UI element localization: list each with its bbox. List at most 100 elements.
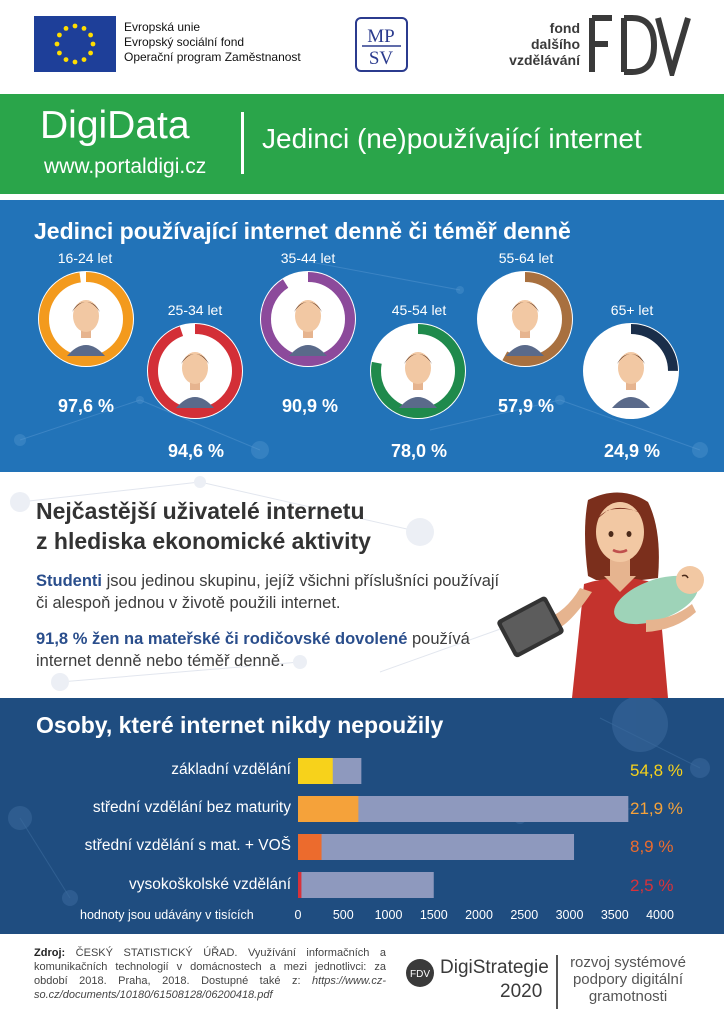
age-label: 25-34 let — [167, 302, 223, 318]
never-used-section: Osoby, které internet nikdy nepoužily zá… — [0, 698, 724, 934]
category-label: základní vzdělání — [171, 761, 291, 778]
x-tick-label: 500 — [332, 908, 354, 922]
percent-label: 24,9 % — [603, 441, 661, 461]
young-woman-cap-icon — [67, 300, 105, 356]
source-link[interactable]: https://www.cz-so.cz/documents/10180/615… — [34, 975, 386, 1001]
bar-total — [298, 872, 434, 898]
x-tick-label: 1000 — [374, 908, 403, 922]
never-heading: Osoby, které internet nikdy nepoužily — [36, 712, 444, 738]
eu-star — [57, 32, 62, 38]
percent-arc — [261, 272, 355, 366]
mothers-paragraph: 91,8 % žen na mateřské či rodičovské dov… — [36, 628, 506, 672]
woman-dark-hair-icon — [289, 300, 327, 356]
digistrategie-year: 2020 — [500, 981, 543, 1002]
fdv-word: fond — [549, 20, 580, 36]
bar-never-used — [298, 758, 333, 784]
mother-with-baby-and-tablet-icon — [497, 492, 704, 698]
logo-header: Evropská unie Evropský sociální fond Ope… — [0, 0, 724, 88]
source-label: Zdroj: — [34, 947, 66, 959]
source-text: ČESKÝ STATISTICKÝ ÚŘAD. Využívání inform… — [34, 947, 386, 987]
x-tick-label: 2500 — [510, 908, 539, 922]
age-label: 45-54 let — [391, 302, 447, 318]
eu-star — [54, 41, 60, 47]
heading-line: Nejčastější uživatelé internetu — [36, 498, 365, 524]
eu-star — [63, 57, 69, 62]
digistrategie-tagline: rozvoj systémové podpory digitální gramo… — [570, 954, 686, 1005]
x-tick-label: 4000 — [646, 908, 674, 922]
bar-never-used — [298, 834, 322, 860]
x-tick-label: 3500 — [600, 908, 629, 922]
ring-45-54 — [370, 323, 466, 419]
percent-label: 97,6 % — [57, 396, 115, 416]
x-tick-label: 1500 — [419, 908, 448, 922]
category-label: střední vzdělání bez maturity — [92, 799, 291, 816]
source-citation: Zdroj: ČESKÝ STATISTICKÝ ÚŘAD. Využívání… — [34, 946, 386, 1002]
x-tick-label: 2000 — [465, 908, 493, 922]
ring-16-24 — [38, 271, 134, 367]
percent-arc — [584, 324, 678, 418]
senior-man-glasses-icon — [612, 352, 650, 408]
category-label: střední vzdělání s mat. + VOŠ — [84, 837, 291, 854]
fdv-small-logo-icon: FDV — [405, 958, 435, 993]
page-subtitle: Jedinci (ne)používající internet — [262, 123, 642, 154]
svg-text:MP: MP — [367, 26, 394, 47]
ring-65-plus — [583, 323, 679, 419]
education-bar-chart — [298, 758, 629, 898]
eu-star — [88, 50, 93, 56]
older-woman-icon — [506, 300, 544, 356]
ring-55-64 — [477, 271, 573, 367]
percent-label: 78,0 % — [390, 441, 448, 461]
percent-value: 54,8 % — [630, 761, 683, 780]
fdv-logo-icon — [588, 14, 692, 84]
percent-arc — [478, 272, 572, 366]
percent-arc — [371, 324, 465, 418]
percent-label: 90,9 % — [281, 396, 339, 416]
fdv-word: dalšího — [530, 36, 580, 52]
ring-25-34 — [147, 323, 243, 419]
bold-text: Studenti — [36, 572, 102, 590]
divider — [556, 955, 558, 1009]
digistrategie-name: DigiStrategie — [440, 957, 549, 978]
economic-activity-section: Nejčastější uživatelé internetu z hledis… — [0, 472, 724, 698]
page-title: DigiData — [40, 104, 190, 147]
fdv-words: fond dalšího vzdělávání — [488, 20, 580, 68]
eu-line: Evropská unie — [124, 20, 201, 34]
bearded-man-hat-icon — [399, 352, 437, 408]
bar-total — [298, 834, 575, 860]
eu-flag-icon — [34, 16, 116, 72]
eu-star — [88, 32, 93, 38]
bar-never-used — [298, 796, 359, 822]
x-tick-label: 0 — [294, 908, 302, 922]
mpsv-logo: MP SV — [355, 17, 408, 72]
percent-label: 94,6 % — [167, 441, 225, 461]
ring-35-44 — [260, 271, 356, 367]
divider — [241, 112, 244, 174]
man-bowtie-icon — [176, 352, 214, 408]
network-background — [14, 259, 708, 459]
eu-star — [72, 59, 78, 65]
network-background — [8, 698, 710, 906]
age-label: 16-24 let — [57, 250, 113, 266]
daily-use-section: Jedinci používající internet denně či té… — [0, 200, 724, 472]
fdv-word: vzdělávání — [509, 52, 580, 68]
percent-value: 2,5 % — [630, 876, 674, 895]
percent-value: 8,9 % — [630, 837, 674, 856]
age-label: 65+ let — [610, 302, 654, 318]
svg-text:SV: SV — [369, 48, 394, 69]
percent-label: 57,9 % — [497, 396, 555, 416]
portal-url[interactable]: www.portaldigi.cz — [44, 155, 207, 178]
paragraph-text: používá internet denně nebo téměř denně. — [36, 630, 470, 670]
eu-star — [63, 26, 69, 31]
x-tick-label: 3000 — [555, 908, 584, 922]
paragraph-text: jsou jedinou skupinu, jejíž všichni přís… — [36, 572, 500, 612]
eu-line: Operační program Zaměstnanost — [124, 50, 301, 64]
bold-text: 91,8 % žen na mateřské či rodičovské dov… — [36, 630, 408, 648]
eu-star — [81, 57, 87, 62]
footer: Zdroj: ČESKÝ STATISTICKÝ ÚŘAD. Využívání… — [0, 934, 724, 1024]
economic-heading: Nejčastější uživatelé internetu z hledis… — [36, 496, 371, 556]
bar-never-used — [298, 872, 302, 898]
axis-note: hodnoty jsou udávány v tisících — [80, 908, 254, 922]
age-label: 55-64 let — [498, 250, 554, 266]
percent-arc — [39, 272, 133, 366]
eu-star — [72, 23, 78, 29]
